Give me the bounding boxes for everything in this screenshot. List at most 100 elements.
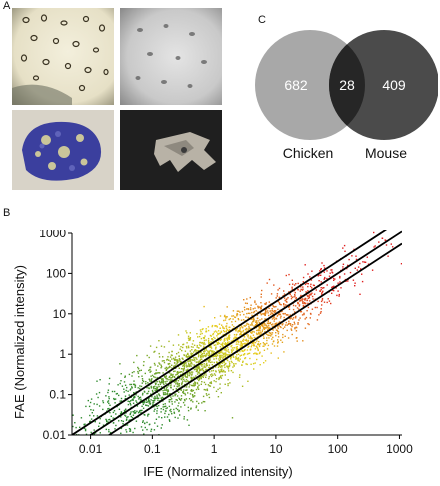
micrograph-bottom-left <box>12 110 114 190</box>
scatter-point <box>249 324 252 326</box>
scatter-point <box>339 281 341 283</box>
scatter-point <box>291 279 293 281</box>
scatter-point <box>205 374 207 376</box>
scatter-point <box>191 394 194 396</box>
scatter-point <box>262 313 264 315</box>
scatter-point <box>123 391 125 393</box>
scatter-point <box>173 412 176 414</box>
scatter-point <box>202 400 205 403</box>
scatter-point <box>316 306 318 309</box>
scatter-point <box>328 275 331 277</box>
scatter-point <box>292 283 294 285</box>
scatter-point <box>263 322 265 324</box>
scatter-point <box>378 241 380 243</box>
scatter-point <box>210 345 212 347</box>
scatter-point <box>127 403 130 406</box>
scatter-point <box>224 354 227 357</box>
scatter-point <box>161 424 163 426</box>
scatter-point <box>219 363 221 365</box>
x-tick-label: 1000 <box>386 442 413 456</box>
scatter-point <box>154 382 157 384</box>
scatter-point <box>180 368 183 370</box>
scatter-point <box>134 386 136 388</box>
scatter-point <box>113 410 116 412</box>
scatter-point <box>140 399 142 402</box>
scatter-point <box>246 312 248 315</box>
scatter-point <box>271 332 274 334</box>
scatter-point <box>307 283 309 285</box>
scatter-point <box>252 317 255 319</box>
scatter-point <box>309 293 311 295</box>
scatter-point <box>381 237 383 239</box>
scatter-point <box>259 308 262 310</box>
scatter-point <box>122 423 124 425</box>
scatter-point <box>214 374 217 376</box>
scatter-point <box>154 389 156 392</box>
scatter-point <box>203 352 206 354</box>
scatter-point <box>213 373 216 375</box>
scatter-point <box>110 454 111 455</box>
scatter-point <box>240 319 243 321</box>
scatter-point <box>305 297 307 300</box>
scatter-point <box>210 382 213 385</box>
scatter-point <box>137 370 139 373</box>
scatter-point <box>318 274 320 276</box>
scatter-point <box>159 363 161 365</box>
scatter-point <box>290 329 293 331</box>
scatter-point <box>207 329 210 332</box>
scatter-point <box>263 362 265 364</box>
scatter-point <box>176 399 178 401</box>
scatter-point <box>235 336 237 339</box>
scatter-point <box>97 396 99 399</box>
scatter-point <box>175 374 177 376</box>
scatter-point <box>182 363 184 365</box>
scatter-point <box>255 320 257 322</box>
scatter-point <box>165 393 167 395</box>
scatter-point <box>164 403 166 405</box>
scatter-point <box>320 289 322 291</box>
scatter-point <box>247 316 249 319</box>
scatter-point <box>342 266 344 268</box>
scatter-point <box>195 361 198 364</box>
scatter-point <box>248 352 251 354</box>
scatter-point <box>162 379 164 382</box>
scatter-point <box>208 371 211 373</box>
scatter-point <box>203 337 205 339</box>
scatter-point <box>177 351 180 354</box>
scatter-point <box>189 372 191 374</box>
scatter-point <box>282 333 284 336</box>
scatter-point <box>227 379 229 381</box>
scatter-point <box>210 335 212 337</box>
scatter-point <box>154 397 156 400</box>
scatter-point <box>323 301 326 303</box>
scatter-point <box>173 385 176 387</box>
scatter-point <box>228 353 230 356</box>
scatter-point <box>210 370 213 372</box>
scatter-point <box>293 321 295 323</box>
scatter-point <box>218 355 221 357</box>
scatter-point <box>273 340 275 342</box>
scatter-point <box>150 393 152 395</box>
scatter-point <box>251 338 253 340</box>
scatter-point <box>166 416 169 418</box>
scatter-point <box>182 376 184 378</box>
scatter-point <box>153 397 155 399</box>
scatter-point <box>194 395 196 397</box>
scatter-point <box>285 274 287 277</box>
scatter-point <box>257 320 259 322</box>
scatter-point <box>74 422 76 424</box>
scatter-point <box>230 357 232 359</box>
scatter-point <box>134 384 137 387</box>
scatter-point <box>256 314 259 317</box>
scatter-point <box>262 325 264 327</box>
scatter-point <box>366 256 368 258</box>
scatter-point <box>239 350 241 353</box>
scatter-point <box>166 359 168 361</box>
scatter-point <box>140 398 142 400</box>
scatter-point <box>215 355 217 358</box>
scatter-point <box>133 380 135 382</box>
scatter-point <box>258 344 261 346</box>
scatter-point <box>330 302 332 305</box>
scatter-point <box>223 338 226 341</box>
scatter-point <box>247 312 250 314</box>
